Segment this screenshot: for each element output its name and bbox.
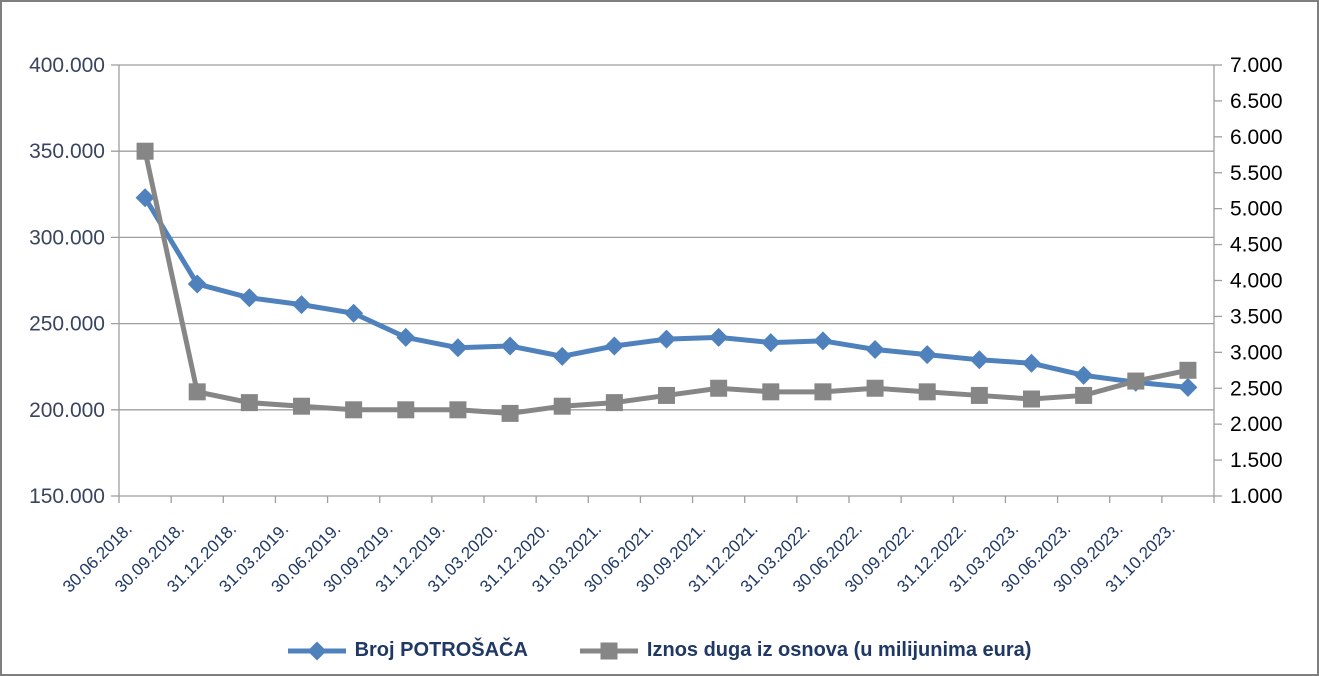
data-point	[1075, 386, 1093, 404]
right-axis-tick-label: 5.500	[1230, 162, 1283, 185]
data-point	[345, 401, 363, 419]
line-chart-svg: 400.000 350.000 300.000 250.000 200.000 150.0…	[29, 54, 1283, 596]
legend-marker	[307, 641, 327, 660]
data-point	[1074, 365, 1094, 385]
legend: Broj POTROŠAČA Iznos duga iz osnova (u m…	[2, 639, 1317, 662]
data-point	[344, 303, 364, 323]
data-point	[709, 327, 729, 347]
data-point	[187, 274, 207, 294]
data-point	[814, 383, 832, 401]
data-point	[1127, 372, 1145, 390]
right-axis-tick-label: 4.500	[1230, 234, 1283, 257]
data-point	[710, 379, 728, 397]
right-axis-tick-label: 2.500	[1230, 377, 1283, 400]
legend-label-broj-potrosaca: Broj POTROŠAČA	[354, 639, 528, 661]
data-point	[970, 386, 988, 404]
data-point	[553, 397, 571, 415]
data-point	[240, 394, 258, 412]
legend-item-broj-potrosaca: Broj POTROŠAČA	[287, 639, 528, 662]
data-point	[1179, 361, 1197, 379]
data-point	[136, 142, 154, 160]
data-point	[865, 339, 885, 359]
data-point	[239, 288, 259, 308]
data-point	[918, 383, 936, 401]
left-axis-tick-label: 400.000	[29, 54, 105, 77]
square-marker-icon	[579, 642, 638, 659]
data-point	[397, 401, 415, 419]
data-point	[658, 386, 675, 404]
data-point	[1023, 390, 1040, 408]
left-axis-tick-label: 150.000	[29, 485, 105, 508]
right-axis-tick-label: 6.500	[1230, 90, 1283, 113]
data-point	[605, 394, 623, 412]
data-point	[292, 295, 311, 315]
right-axis-tick-label: 6.000	[1230, 126, 1283, 149]
data-point	[657, 329, 676, 349]
legend-label-iznos-duga: Iznos duga iz osnova (u milijunima eura)	[646, 639, 1032, 661]
data-point	[1178, 377, 1198, 397]
data-point	[969, 350, 989, 370]
data-point	[135, 188, 155, 208]
right-axis-tick-label: 5.000	[1230, 198, 1283, 221]
series-1	[136, 142, 1197, 422]
data-point	[761, 333, 781, 353]
left-axis-tick-label: 350.000	[29, 140, 105, 163]
right-axis-tick-label: 4.000	[1230, 270, 1283, 293]
data-point	[762, 383, 780, 401]
left-axis-tick-label: 250.000	[29, 313, 105, 336]
right-axis-tick-label: 3.500	[1230, 305, 1283, 328]
left-axis-tick-label: 300.000	[29, 226, 105, 249]
series-0	[135, 188, 1198, 397]
right-axis-tick-label: 1.500	[1230, 449, 1283, 472]
right-axis-tick-label: 3.000	[1230, 341, 1283, 364]
data-point	[604, 336, 624, 356]
data-point	[552, 346, 572, 366]
data-point	[293, 397, 310, 415]
data-point	[396, 327, 416, 347]
data-point	[866, 379, 884, 397]
left-axis-tick-label: 200.000	[29, 399, 105, 422]
data-point	[500, 336, 520, 356]
data-point	[1022, 353, 1041, 373]
data-point	[813, 331, 833, 351]
legend-marker	[600, 642, 618, 659]
diamond-marker-icon	[287, 641, 346, 660]
right-axis-tick-label: 1.000	[1230, 485, 1283, 508]
series-line	[142, 150, 1189, 416]
data-point	[448, 338, 468, 358]
legend-item-iznos-duga: Iznos duga iz osnova (u milijunima eura)	[579, 639, 1032, 662]
right-axis-tick-label: 7.000	[1230, 54, 1283, 77]
right-axis-tick-label: 2.000	[1230, 413, 1283, 436]
data-point	[917, 345, 937, 365]
data-point	[501, 404, 519, 422]
data-point	[449, 401, 467, 419]
data-point	[188, 383, 206, 401]
